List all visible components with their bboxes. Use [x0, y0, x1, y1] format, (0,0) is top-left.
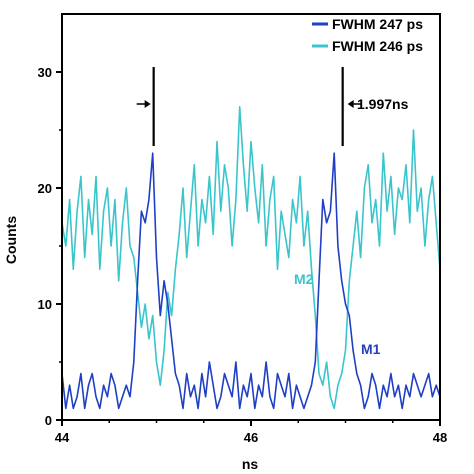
legend-label-2: FWHM 246 ps [332, 38, 423, 54]
markers-layer [136, 67, 362, 146]
series-line-2 [61, 106, 441, 410]
plot-frame [61, 13, 441, 421]
y-tick-label: 30 [38, 65, 52, 80]
separation-label: 1.997ns [357, 96, 409, 112]
annotation-m1: M1 [361, 341, 381, 357]
x-tick-label: 46 [244, 430, 258, 445]
ticks-layer: 44 46 48 0 10 20 30 [38, 65, 448, 445]
y-axis-title: Counts [3, 216, 19, 264]
annotation-m2: M2 [294, 271, 314, 287]
data-layer [61, 106, 441, 410]
series-line-1 [61, 152, 441, 410]
y-tick-label: 10 [38, 297, 52, 312]
x-tick-label: 48 [433, 430, 447, 445]
x-axis-title: ns [242, 456, 259, 472]
arrow-left-head [144, 100, 151, 108]
arrow-right-head [347, 100, 354, 108]
y-tick-label: 20 [38, 181, 52, 196]
y-tick-label: 0 [45, 413, 52, 428]
legend-label-1: FWHM 247 ps [332, 16, 423, 32]
x-tick-label: 44 [55, 430, 70, 445]
legend: FWHM 247 ps FWHM 246 ps [312, 16, 423, 54]
